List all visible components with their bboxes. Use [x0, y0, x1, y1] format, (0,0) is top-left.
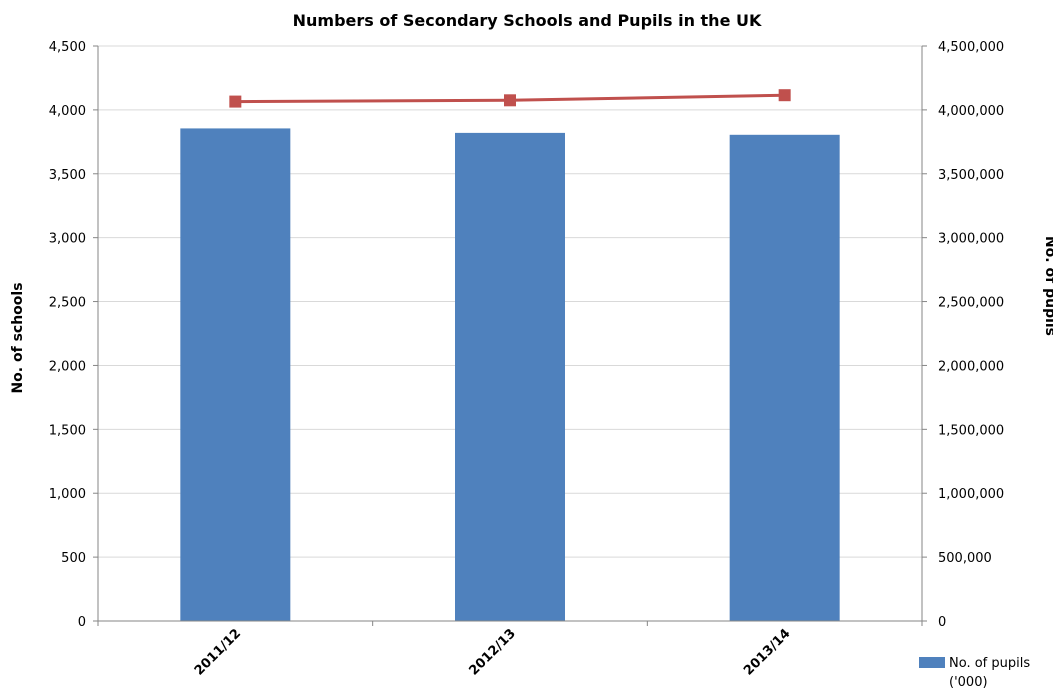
category-label: 2013/14: [741, 626, 793, 678]
bar: [455, 132, 565, 621]
left-tick-label: 3,000: [49, 232, 86, 247]
right-tick-label: 3,000,000: [938, 232, 1004, 247]
left-tick-label: 1,000: [49, 487, 86, 502]
left-tick-label: 0: [78, 615, 86, 630]
left-tick-label: 1,500: [49, 423, 86, 438]
legend-label-line1: No. of pupils: [949, 656, 1030, 671]
right-tick-label: 2,500,000: [938, 296, 1004, 311]
left-tick-label: 4,000: [49, 104, 86, 119]
right-tick-label: 3,500,000: [938, 168, 1004, 183]
legend: No. of pupils ('000): [919, 656, 1030, 689]
right-tick-label: 1,500,000: [938, 423, 1004, 438]
category-labels: 2011/12 2012/13 2013/14: [192, 626, 794, 678]
pupils-marker: [229, 95, 242, 108]
right-tick-label: 1,000,000: [938, 487, 1004, 502]
y-axis-title: No. of schools: [10, 282, 26, 393]
left-tick-label: 2,500: [49, 296, 86, 311]
right-axis-ticks: 0 500,000 1,000,000 1,500,000 2,000,000 2,500…: [922, 40, 1004, 630]
bar: [729, 134, 840, 622]
bar: [180, 128, 291, 621]
right-tick-label: 500,000: [938, 551, 992, 566]
pupils-marker: [504, 94, 516, 107]
right-tick-label: 4,500,000: [938, 40, 1004, 55]
category-label: 2012/13: [466, 626, 518, 678]
left-tick-label: 2,000: [49, 359, 86, 374]
right-tick-label: 2,000,000: [938, 359, 1004, 374]
pupils-marker: [778, 89, 791, 102]
left-tick-label: 4,500: [49, 40, 86, 55]
line-series: [229, 89, 791, 108]
legend-swatch-bar: [919, 657, 945, 668]
left-tick-label: 3,500: [49, 168, 86, 183]
left-axis-ticks: 0 500 1,000 1,500 2,000 2,500 3,000 3,500 4,000 4…: [49, 40, 98, 630]
y2-axis-title: No. of pupils: [1042, 236, 1053, 336]
bar-series: [180, 128, 840, 622]
right-tick-label: 0: [938, 615, 946, 630]
right-tick-label: 4,000,000: [938, 104, 1004, 119]
category-label: 2011/12: [192, 626, 244, 678]
left-tick-label: 500: [61, 551, 86, 566]
axes: [97, 46, 923, 626]
chart-title: Numbers of Secondary Schools and Pupils …: [293, 11, 762, 30]
legend-label-line2: ('000): [949, 675, 988, 689]
